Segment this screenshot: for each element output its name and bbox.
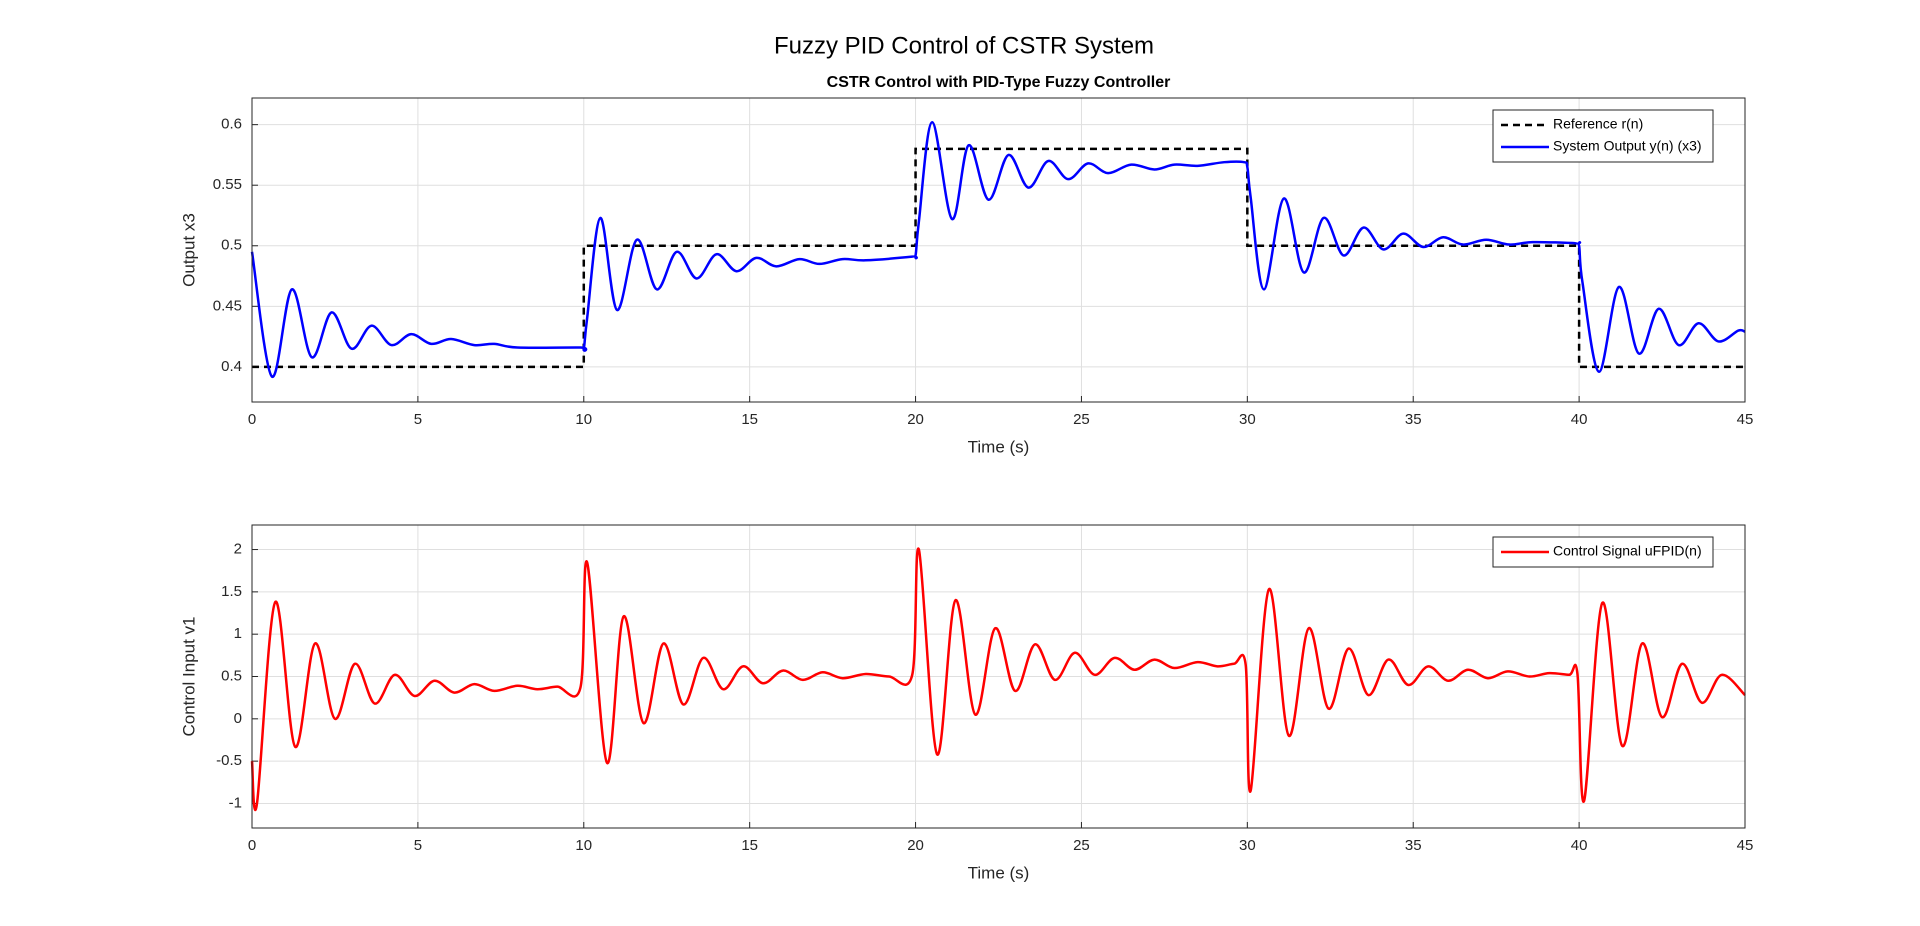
x-tick-label: 0 xyxy=(248,837,256,854)
x-tick-label: 5 xyxy=(414,411,422,428)
legend-label: System Output y(n) (x3) xyxy=(1553,138,1702,154)
x-tick-label: 40 xyxy=(1571,411,1588,428)
x-tick-label: 45 xyxy=(1737,837,1754,854)
x-tick-label: 40 xyxy=(1571,837,1588,854)
x-tick-label: 20 xyxy=(907,411,924,428)
y-tick-label: 0.4 xyxy=(221,358,242,375)
y-tick-label: 1 xyxy=(234,625,242,642)
chart-title: CSTR Control with PID-Type Fuzzy Control… xyxy=(827,74,1171,91)
x-tick-label: 45 xyxy=(1737,411,1754,428)
x-tick-label: 35 xyxy=(1405,411,1422,428)
y-axis-label: Output x3 xyxy=(179,213,198,287)
y-axis-label: Control Input v1 xyxy=(179,616,198,736)
x-axis-label: Time (s) xyxy=(968,437,1030,456)
legend: Reference r(n) System Output y(n) (x3) xyxy=(1492,109,1714,163)
legend-box xyxy=(1492,109,1714,163)
axes-frame xyxy=(251,524,1746,829)
x-tick-label: 30 xyxy=(1239,837,1256,854)
data-line xyxy=(250,547,1746,812)
x-tick-label: 15 xyxy=(741,837,758,854)
x-tick-label: 25 xyxy=(1073,837,1090,854)
x-tick-label: 10 xyxy=(575,837,592,854)
y-tick-label: 0.5 xyxy=(221,667,242,684)
x-tick-label: 25 xyxy=(1073,411,1090,428)
x-tick-label: 0 xyxy=(248,411,256,428)
data-line xyxy=(250,120,1746,378)
y-tick-label: 0 xyxy=(234,710,242,727)
y-tick-label: 0.55 xyxy=(213,176,242,193)
legend-label: Control Signal uFPID(n) xyxy=(1553,543,1702,559)
y-tick-label: 0.45 xyxy=(213,297,242,314)
y-tick-label: -0.5 xyxy=(216,752,242,769)
y-tick-label: 1.5 xyxy=(221,583,242,600)
x-tick-label: 30 xyxy=(1239,411,1256,428)
x-tick-label: 35 xyxy=(1405,837,1422,854)
x-tick-label: 10 xyxy=(575,411,592,428)
x-tick-label: 15 xyxy=(741,411,758,428)
axes-frame xyxy=(251,97,1746,403)
x-axis-label: Time (s) xyxy=(968,863,1030,882)
y-tick-label: -1 xyxy=(229,794,242,811)
figure-title: Fuzzy PID Control of CSTR System xyxy=(774,32,1154,59)
y-tick-label: 2 xyxy=(234,541,242,558)
legend: Control Signal uFPID(n) xyxy=(1492,536,1714,568)
x-tick-label: 5 xyxy=(414,837,422,854)
data-line xyxy=(252,147,1745,369)
y-tick-label: 0.5 xyxy=(221,237,242,254)
y-tick-label: 0.6 xyxy=(221,116,242,133)
legend-label: Reference r(n) xyxy=(1553,116,1643,132)
x-tick-label: 20 xyxy=(907,837,924,854)
